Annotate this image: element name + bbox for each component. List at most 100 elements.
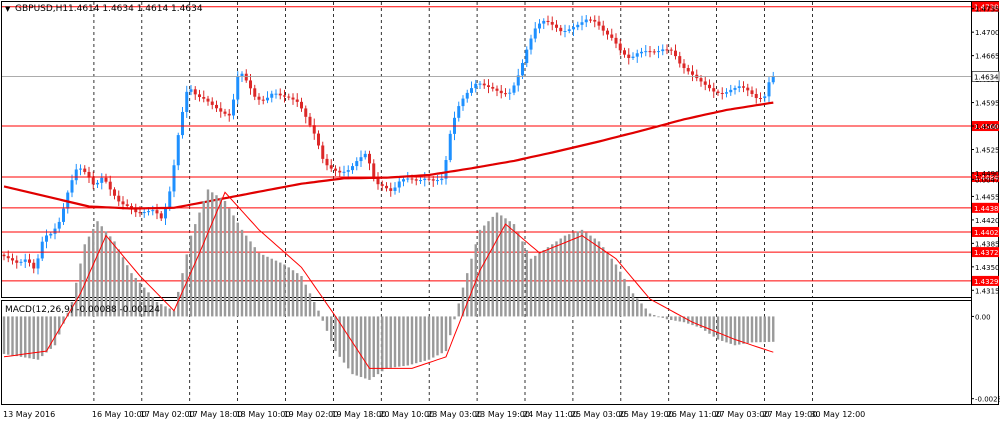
macd-histogram-bar — [682, 316, 686, 323]
macd-histogram-bar — [274, 260, 278, 317]
candle-body — [283, 95, 286, 97]
macd-histogram-bar — [453, 316, 456, 320]
candle-body — [444, 160, 448, 179]
macd-histogram-bar — [487, 221, 490, 317]
candle-body — [538, 23, 541, 29]
candle-body — [121, 201, 125, 205]
macd-histogram-bar — [500, 215, 503, 317]
macd-histogram-bar — [695, 316, 698, 327]
candle-body — [529, 38, 533, 50]
macd-histogram-bar — [733, 316, 737, 346]
macd-histogram-bar — [708, 316, 711, 334]
candle-body — [325, 158, 329, 166]
macd-histogram-bar — [704, 316, 707, 331]
candle-body — [597, 21, 601, 26]
chart-menu-arrow[interactable]: ▼ — [5, 5, 11, 13]
macd-histogram-bar — [410, 316, 414, 365]
candle-body — [763, 96, 767, 99]
candle-body — [138, 212, 142, 214]
candle-body — [19, 261, 23, 263]
macd-histogram-bar — [257, 252, 261, 317]
candle-body — [495, 88, 499, 91]
price-level-tag-label: 1.4438 — [974, 205, 999, 213]
candle-body — [202, 97, 206, 99]
candle-body — [257, 96, 261, 100]
macd-histogram-bar — [432, 316, 435, 358]
candle-body — [49, 233, 53, 236]
macd-histogram-bar — [725, 316, 728, 343]
candle-body — [389, 188, 393, 191]
candle-body — [550, 21, 554, 25]
candle-body — [669, 49, 673, 51]
macd-histogram-bar — [32, 316, 35, 359]
candle-body — [436, 180, 439, 182]
time-tick-label: 17 May 02:00 — [140, 410, 195, 419]
candle-body — [261, 99, 265, 101]
macd-histogram-bar — [338, 316, 341, 357]
candle-body — [104, 177, 108, 182]
candle-body — [691, 71, 694, 75]
macd-histogram-bar — [551, 244, 554, 317]
candle-body — [312, 125, 316, 134]
candle-body — [742, 86, 745, 88]
macd-signal-line — [3, 191, 774, 369]
candle-body — [113, 189, 116, 196]
vertical-gridlines — [93, 2, 813, 403]
candle-body — [648, 51, 652, 53]
candle-body — [36, 258, 40, 269]
candle-body — [542, 20, 546, 24]
macd-histogram-bar — [457, 303, 460, 317]
candle-body — [533, 28, 537, 39]
time-tick-label: 26 May 11:00 — [667, 410, 722, 419]
macd-histogram-bar — [49, 316, 52, 349]
macd-histogram-bar — [627, 286, 630, 317]
macd-histogram-bar — [151, 297, 154, 317]
macd-histogram-bar — [546, 247, 550, 317]
candle-body — [623, 50, 626, 55]
macd-histogram-bar — [525, 250, 528, 317]
macd-histogram-bar — [236, 222, 239, 317]
candle-body — [601, 25, 605, 31]
candle-body — [304, 108, 308, 117]
candle-body — [589, 19, 592, 21]
price-tick-label: 1.4735 — [975, 6, 1000, 14]
price-level-tag — [972, 275, 999, 286]
candle-body — [32, 262, 36, 269]
macd-histogram-bar — [440, 316, 443, 354]
candle-body — [627, 54, 631, 58]
macd-histogram-bar — [211, 192, 214, 317]
macd-histogram-bar — [266, 256, 269, 317]
time-tick-label: 23 May 19:00 — [475, 410, 530, 419]
candle-body — [87, 171, 91, 178]
candle-body — [351, 166, 354, 171]
candle-body — [423, 178, 427, 181]
macd-histogram-bar — [376, 316, 380, 375]
macd-histogram-bar — [75, 282, 78, 317]
candle-body — [108, 181, 112, 190]
candle-body — [470, 88, 473, 93]
candle-body — [474, 83, 478, 89]
price-level-tag — [972, 226, 999, 237]
candle-body — [631, 56, 635, 58]
macd-histogram-bar — [678, 316, 681, 322]
macd-histogram-bar — [28, 316, 31, 359]
macd-histogram-bar — [62, 316, 65, 324]
candle-body — [414, 179, 418, 181]
macd-histogram-bar — [368, 316, 371, 380]
candle-body — [393, 187, 397, 191]
candle-body — [563, 30, 567, 32]
candle-body — [725, 92, 728, 94]
macd-histogram-bar — [712, 316, 715, 337]
candle-body — [232, 99, 235, 116]
candle-body — [363, 153, 367, 158]
current-price-tag-label: 1.4634 — [974, 73, 999, 81]
candle-body — [300, 101, 303, 109]
macd-histogram-bar — [130, 273, 133, 317]
macd-histogram-bar — [45, 316, 48, 353]
symbol-label: GBPUSD,H1 — [15, 4, 68, 14]
macd-histogram-bar — [419, 316, 422, 363]
candle-body — [682, 63, 686, 69]
macd-histogram-bar — [206, 189, 210, 317]
